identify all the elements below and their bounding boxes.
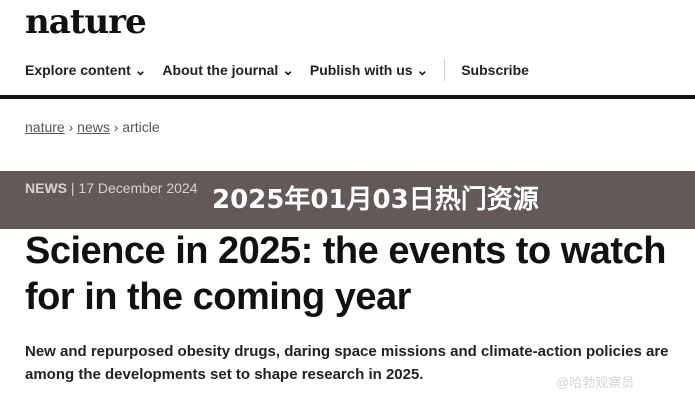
article-type: NEWS (25, 180, 67, 196)
breadcrumb-article: article (122, 119, 160, 135)
main-nav: Explore content ⌄ About the journal ⌄ Pu… (25, 59, 545, 81)
article-meta: NEWS | 17 December 2024 (25, 180, 198, 196)
nav-explore-content[interactable]: Explore content ⌄ (25, 62, 147, 78)
nav-publish[interactable]: Publish with us ⌄ (309, 62, 429, 78)
overlay-banner: 2025年01月03日热门资源 (0, 171, 695, 229)
breadcrumb-sep: › (68, 119, 74, 135)
article-title: Science in 2025: the events to watch for… (25, 230, 666, 318)
weibo-watermark: @哈勃观察员 (556, 375, 635, 390)
breadcrumb-news[interactable]: news (77, 119, 110, 135)
breadcrumb-sep: › (113, 119, 119, 135)
nav-about-journal[interactable]: About the journal ⌄ (162, 62, 294, 78)
breadcrumb: nature › news › article (25, 119, 160, 135)
article-standfirst: New and repurposed obesity drugs, daring… (25, 343, 669, 383)
breadcrumb-nature[interactable]: nature (25, 119, 65, 135)
header-rule (0, 95, 695, 99)
overlay-banner-text: 2025年01月03日热门资源 (212, 185, 539, 215)
nature-logo[interactable]: nature (25, 2, 147, 42)
nav-subscribe[interactable]: Subscribe (461, 62, 529, 78)
nav-divider (444, 59, 446, 81)
article-date: 17 December 2024 (78, 180, 198, 196)
